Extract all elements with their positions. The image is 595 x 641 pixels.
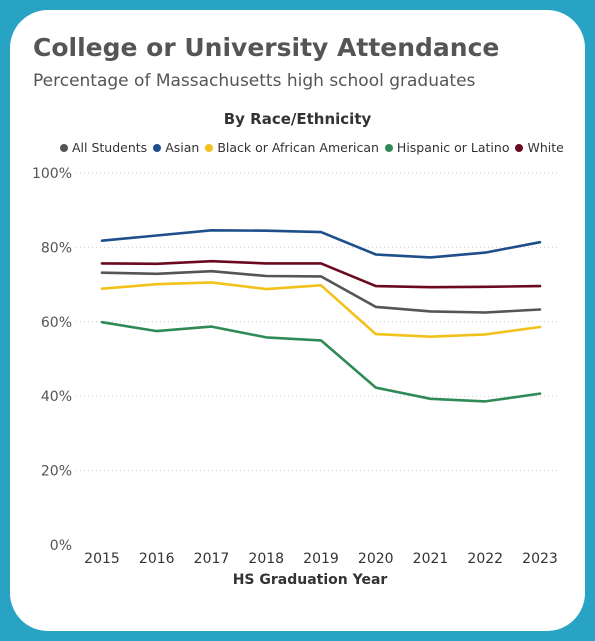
- card-title: College or University Attendance: [33, 33, 500, 62]
- legend-marker-asian: [153, 143, 162, 152]
- legend-item-asian[interactable]: Asian: [153, 140, 199, 155]
- legend-label-white: White: [527, 140, 564, 155]
- legend-marker-hispanic: [384, 143, 393, 152]
- y-tick-label: 40%: [41, 389, 72, 405]
- legend-label-black: Black or African American: [217, 140, 379, 155]
- x-tick-label: 2019: [303, 551, 339, 567]
- x-tick-label: 2023: [522, 551, 558, 567]
- x-tick-label: 2020: [358, 551, 394, 567]
- legend-label-all-students: All Students: [72, 140, 148, 155]
- y-tick-label: 80%: [41, 240, 72, 256]
- chart-title: By Race/Ethnicity: [223, 110, 372, 128]
- x-tick-label: 2016: [139, 551, 175, 567]
- legend-marker-black: [205, 143, 214, 152]
- legend-label-asian: Asian: [165, 140, 200, 155]
- series-line-asian: [100, 229, 542, 259]
- legend-item-hispanic[interactable]: Hispanic or Latino: [384, 140, 510, 155]
- legend-label-hispanic: Hispanic or Latino: [396, 140, 510, 155]
- y-tick-label: 100%: [32, 166, 72, 182]
- series-line-hispanic-or-latino: [100, 320, 542, 403]
- card-subtitle: Percentage of Massachusetts high school …: [33, 71, 476, 91]
- legend-marker-white: [515, 143, 524, 152]
- series-line-white: [100, 259, 542, 289]
- x-tick-label: 2018: [248, 551, 284, 567]
- x-tick-label: 2017: [194, 551, 230, 567]
- series-line-black-or-african-american: [100, 281, 542, 339]
- x-tick-label: 2021: [413, 551, 449, 567]
- x-tick-label: 2022: [467, 551, 503, 567]
- x-axis-title: HS Graduation Year: [232, 572, 388, 588]
- series-line-all-students: [100, 269, 542, 314]
- y-tick-label: 20%: [41, 464, 72, 480]
- legend-item-all-students[interactable]: All Students: [60, 140, 147, 155]
- y-tick-label: 0%: [50, 538, 72, 554]
- legend: All Students Asian Black or African Amer…: [60, 140, 570, 155]
- legend-item-black[interactable]: Black or African American: [205, 140, 379, 155]
- x-tick-label: 2015: [84, 551, 120, 567]
- legend-item-white[interactable]: White: [515, 140, 564, 155]
- legend-marker-all-students: [60, 143, 68, 152]
- chart-card: [10, 10, 585, 631]
- y-tick-label: 60%: [41, 315, 72, 331]
